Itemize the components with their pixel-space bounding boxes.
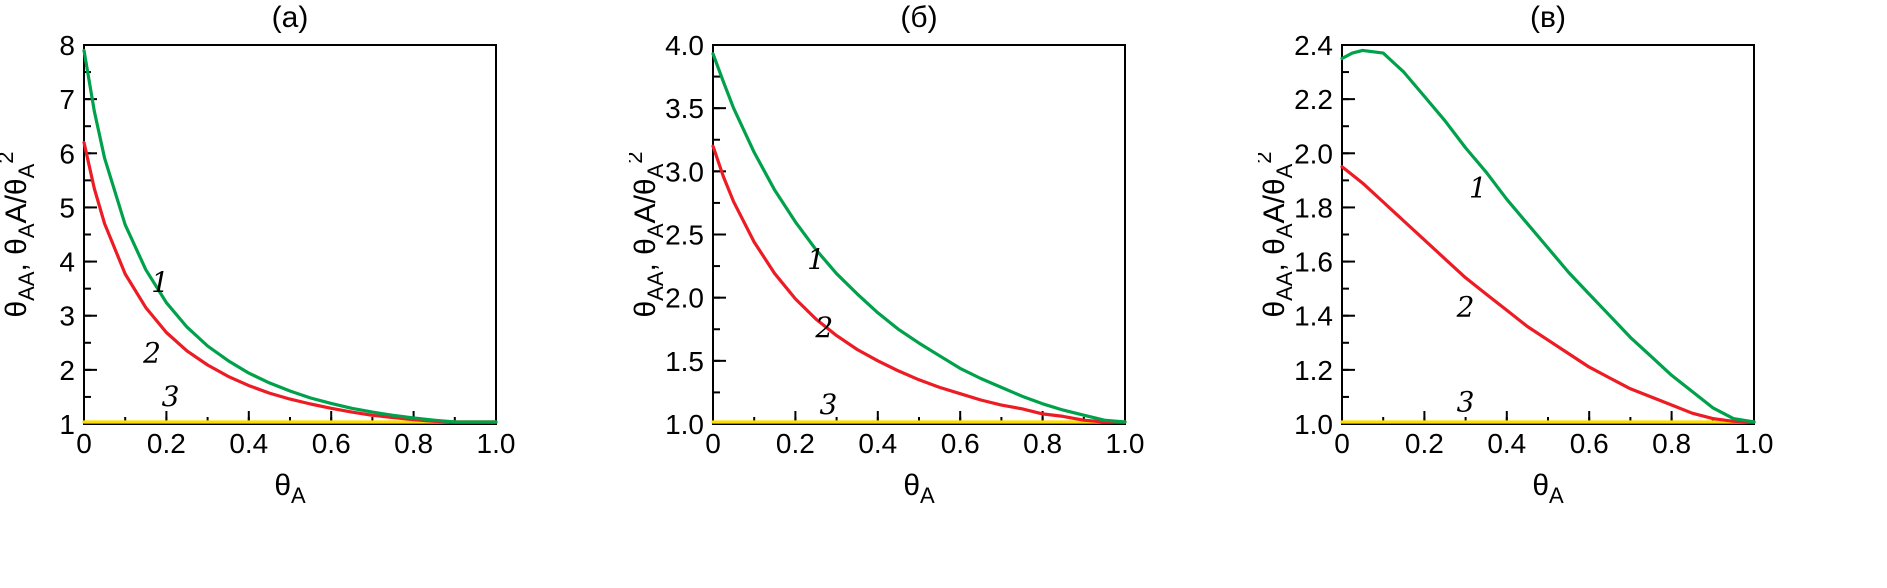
curve-label-1: 1 — [807, 243, 825, 276]
curve-label-3: 3 — [162, 380, 180, 413]
y-tick-label: 3 — [59, 301, 75, 332]
y-tick-label: 2.2 — [1294, 84, 1333, 115]
chart-svg-v: 0 0.2 0.4 0.6 0.8 1.0 1.0 1.2 1.4 1.6 1.8 2.0 2.2 2.4… — [1258, 1, 1774, 508]
curve-label-1: 1 — [1469, 171, 1487, 204]
x-axis-label: θA — [274, 469, 306, 508]
x-tick-label: 1.0 — [1106, 428, 1145, 459]
y-tick-label: 3.0 — [665, 156, 704, 187]
curve-label-3: 3 — [1457, 385, 1475, 418]
plot-frame — [712, 44, 1126, 425]
y-tick-label: 3.5 — [665, 93, 704, 124]
y-tick-label: 8 — [59, 30, 75, 61]
y-tick-label: 1.4 — [1294, 301, 1333, 332]
y-tick-label: 5 — [59, 192, 75, 223]
chart-panel-b: 0 0.2 0.4 0.6 0.8 1.0 1.0 1.5 2.0 2.5 3.0 3.5 4.0 (б)… — [629, 0, 1258, 588]
y-tick-label: 2 — [59, 355, 75, 386]
x-tick-label: 0.2 — [147, 428, 186, 459]
x-tick-label: 0 — [705, 428, 721, 459]
x-tick-label: 0.6 — [941, 428, 980, 459]
y-tick-label: 1.5 — [665, 346, 704, 377]
chart-title: (а) — [272, 1, 309, 34]
curve-label-2: 2 — [1456, 291, 1475, 324]
x-tick-label: 0.8 — [394, 428, 433, 459]
series-line-1 — [82, 48, 498, 424]
x-axis-label: θA — [1532, 469, 1564, 508]
series-line-2 — [1340, 165, 1756, 424]
chart-title: (в) — [1530, 1, 1566, 34]
curve-label-3: 3 — [819, 388, 837, 421]
y-tick-label: 2.4 — [1294, 30, 1333, 61]
y-tick-label: 4 — [59, 247, 75, 278]
y-tick-label: 4.0 — [665, 30, 704, 61]
x-tick-label: 0 — [76, 428, 92, 459]
x-tick-label: 0.4 — [229, 428, 268, 459]
series-line-1 — [711, 52, 1127, 424]
plot-frame — [1341, 44, 1755, 425]
chart-title: (б) — [900, 1, 937, 34]
x-tick-label: 0.4 — [1487, 428, 1526, 459]
y-tick-label: 1.8 — [1294, 192, 1333, 223]
y-tick-label: 1.2 — [1294, 355, 1333, 386]
x-axis-label: θA — [903, 469, 935, 508]
y-axis-label: θAA, θAA/θA2 — [1258, 151, 1297, 317]
y-axis-label: θAA, θAA/θA2 — [629, 151, 668, 317]
y-tick-label: 2.5 — [665, 220, 704, 251]
y-tick-label: 6 — [59, 138, 75, 169]
x-tick-label: 0.8 — [1652, 428, 1691, 459]
y-axis-label: θAA, θAA/θA2 — [0, 151, 39, 317]
x-tick-label: 0.2 — [776, 428, 815, 459]
x-tick-label: 0.6 — [1570, 428, 1609, 459]
chart-panel-a: 0 0.2 0.4 0.6 0.8 1.0 1 2 3 4 5 6 7 8 (а) θA θAA, θAA/θA… — [0, 0, 629, 588]
y-axis-label-group: θAA, θAA/θA2 — [1258, 151, 1297, 317]
y-axis-label-group: θAA, θAA/θA2 — [629, 151, 668, 317]
y-tick-label: 1.0 — [1294, 409, 1333, 440]
x-tick-label: 0.6 — [312, 428, 351, 459]
x-tick-label: 0.2 — [1405, 428, 1444, 459]
series-line-2 — [711, 144, 1127, 424]
y-tick-label: 7 — [59, 84, 75, 115]
y-tick-label: 1.6 — [1294, 247, 1333, 278]
x-tick-label: 1.0 — [477, 428, 516, 459]
curve-label-1: 1 — [151, 266, 169, 299]
y-tick-label: 2.0 — [1294, 138, 1333, 169]
curve-label-2: 2 — [142, 337, 161, 370]
y-tick-label: 1 — [59, 409, 75, 440]
x-tick-label: 0.4 — [858, 428, 897, 459]
x-tick-label: 0 — [1334, 428, 1350, 459]
y-tick-label: 2.0 — [665, 283, 704, 314]
x-tick-label: 0.8 — [1023, 428, 1062, 459]
chart-panel-v: 0 0.2 0.4 0.6 0.8 1.0 1.0 1.2 1.4 1.6 1.8 2.0 2.2 2.4… — [1258, 0, 1887, 588]
curve-label-2: 2 — [814, 311, 833, 344]
y-tick-label: 1.0 — [665, 409, 704, 440]
series-line-2 — [82, 140, 498, 424]
y-axis-label-group: θAA, θAA/θA2 — [0, 151, 39, 317]
series-line-1 — [1340, 48, 1756, 424]
chart-svg-b: 0 0.2 0.4 0.6 0.8 1.0 1.0 1.5 2.0 2.5 3.0 3.5 4.0 (б)… — [629, 1, 1145, 508]
x-tick-label: 1.0 — [1735, 428, 1774, 459]
